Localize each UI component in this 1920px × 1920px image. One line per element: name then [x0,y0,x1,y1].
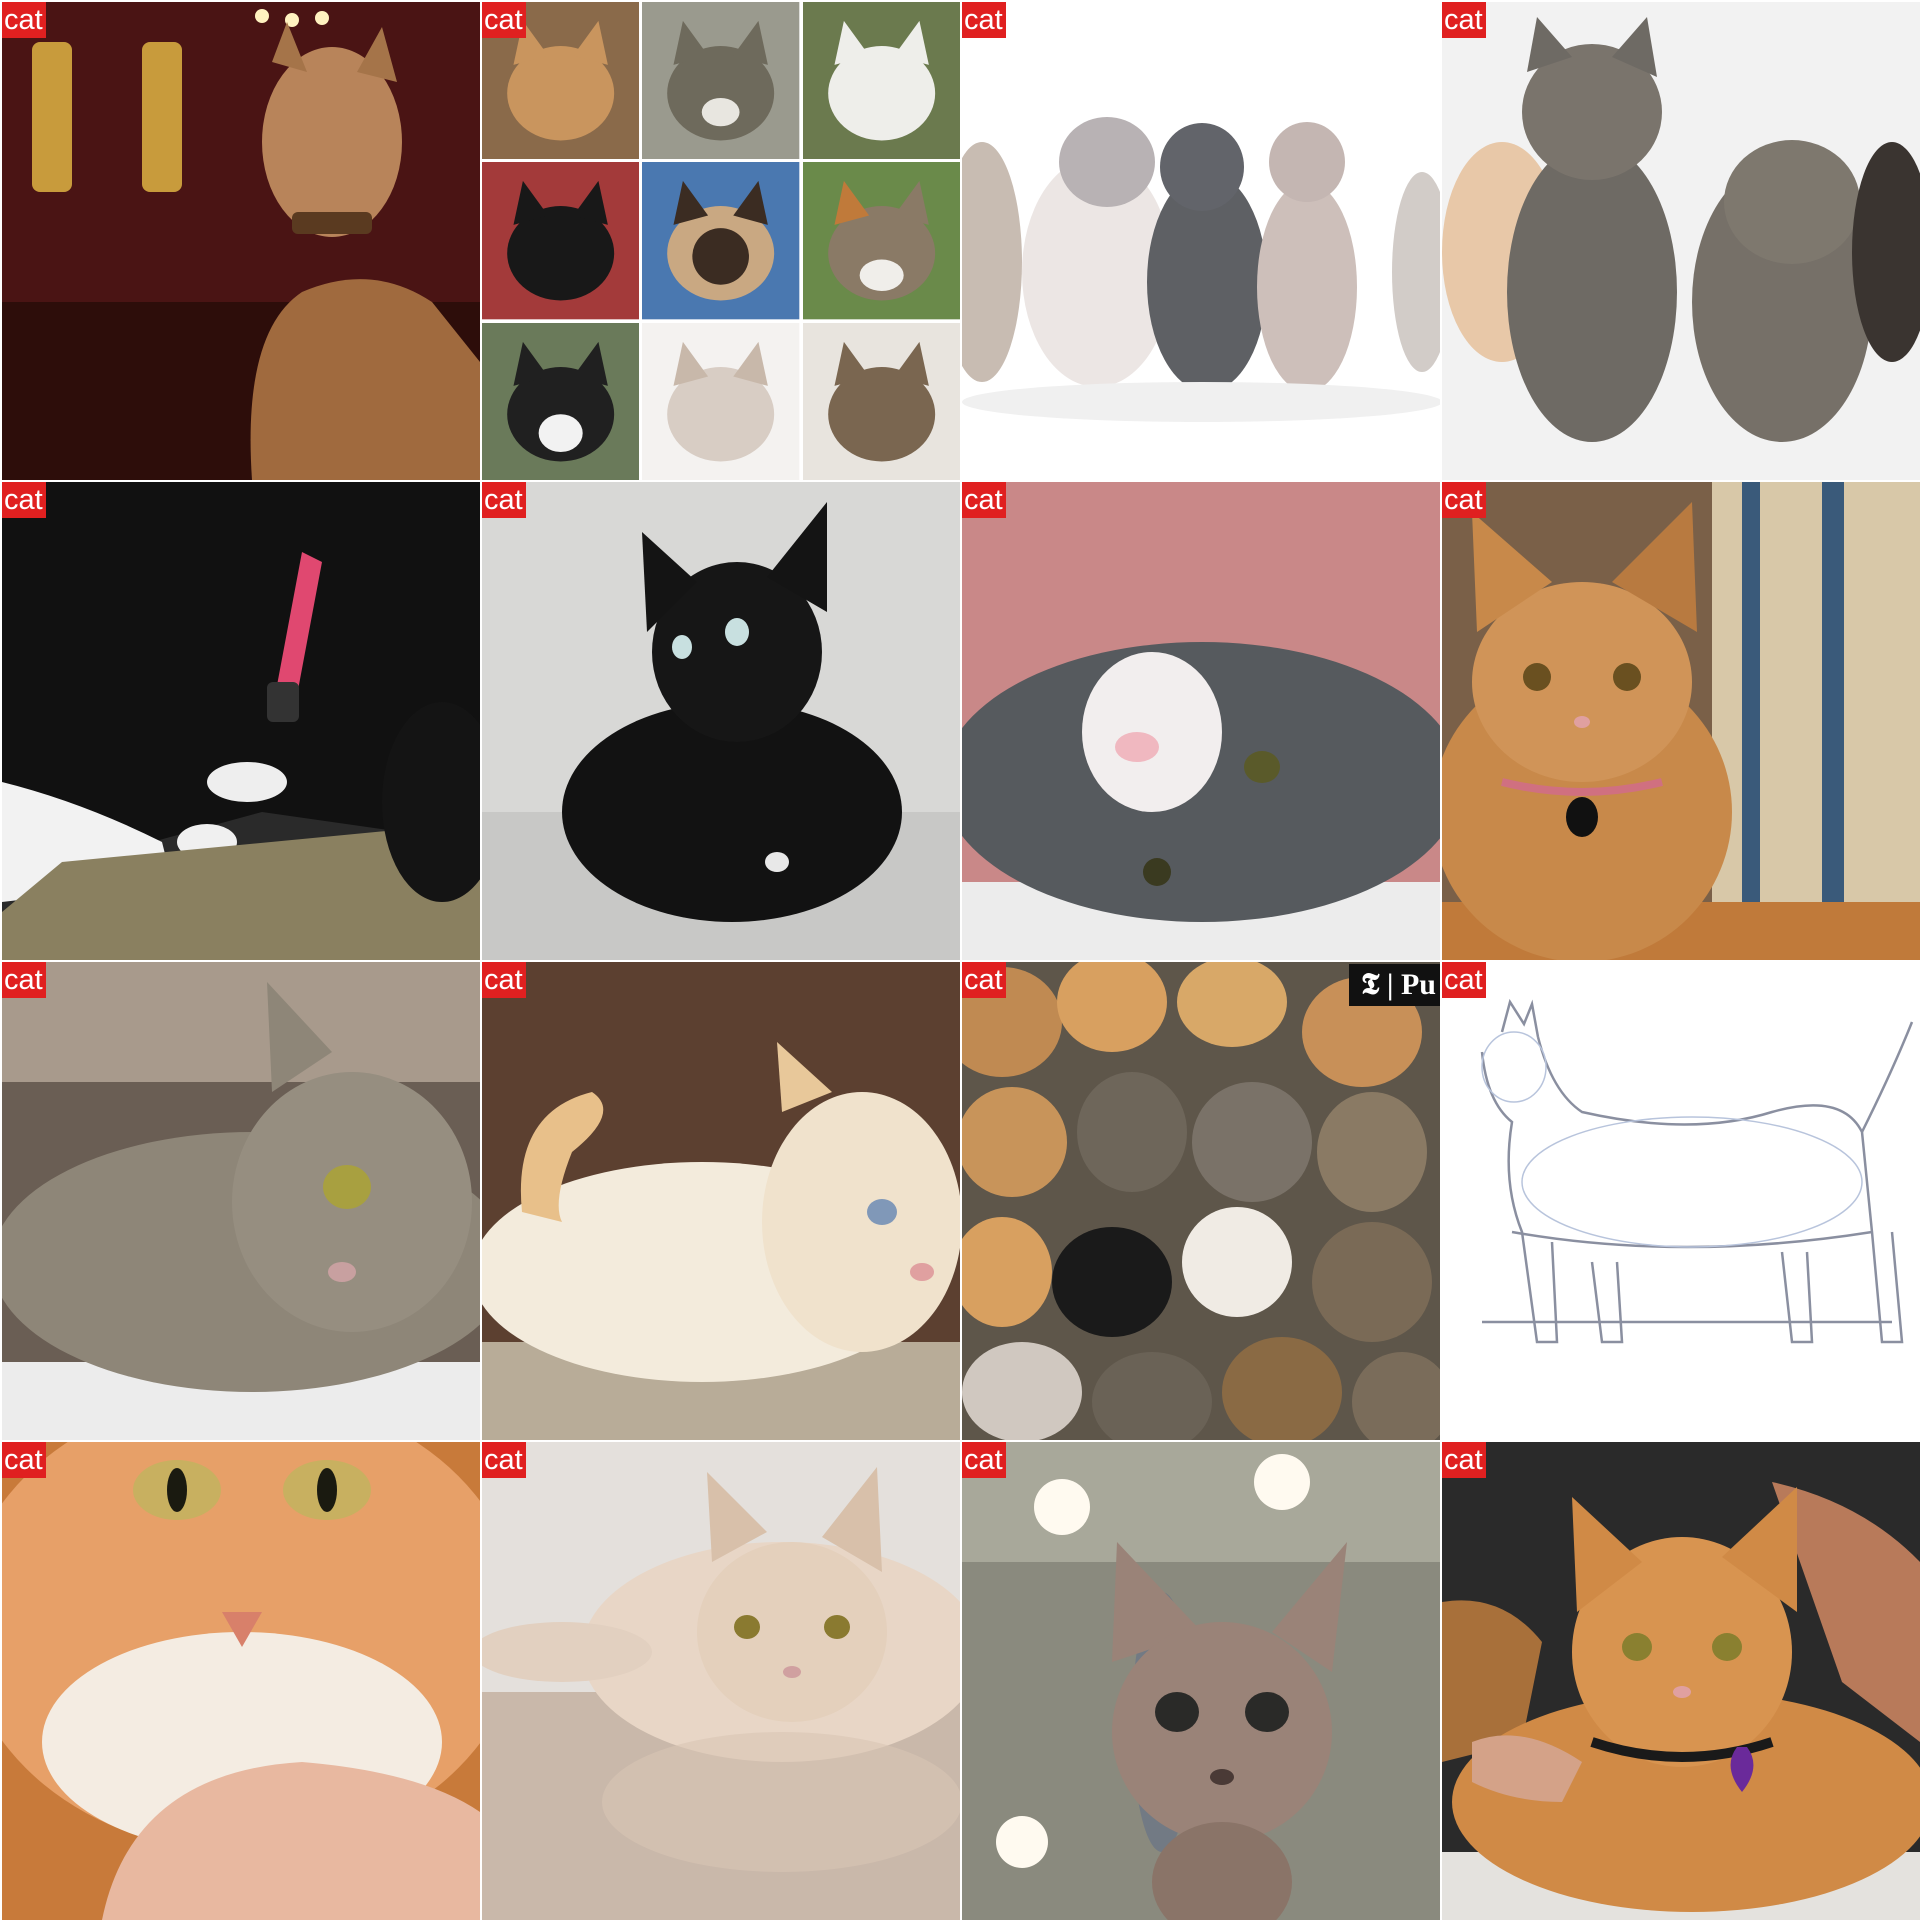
image-tile-12: cat [1442,962,1920,1440]
category-label: cat [1442,1442,1486,1478]
black-cat-photo [482,482,960,960]
kittens-row-photo [962,2,1440,480]
collage-cell [482,2,640,160]
collage-cell [482,322,640,480]
image-tile-16: cat [1442,1442,1920,1920]
category-label: cat [2,962,46,998]
category-label: cat [482,1442,526,1478]
category-label: cat [962,2,1006,38]
category-label: cat [1442,482,1486,518]
image-tile-15: cat [962,1442,1440,1920]
collage-cell [642,322,800,480]
image-tile-9: cat [2,962,480,1440]
category-label: cat [1442,2,1486,38]
collage-cell [482,162,640,320]
category-label: cat [962,1442,1006,1478]
cream-longhair-photo [482,1442,960,1920]
image-tile-11: 𝕿 | Pu cat [962,962,1440,1440]
category-label: cat [482,2,526,38]
cat-crowd-photo [962,962,1440,1440]
collage-cell [642,2,800,160]
cat-sketch-drawing [1442,962,1920,1440]
tabby-kittens-photo [1442,2,1920,480]
image-tile-7: cat [962,482,1440,960]
image-tile-6: cat [482,482,960,960]
grey-white-cat-photo [962,482,1440,960]
collage-cell [642,162,800,320]
image-tile-5: cat [2,482,480,960]
category-label: cat [962,482,1006,518]
image-tile-10: cat [482,962,960,1440]
cat-faces-collage [482,2,960,480]
collage-cell [802,2,960,160]
image-tile-8: cat [1442,482,1920,960]
sphynx-cat-photo [962,1442,1440,1920]
grey-tabby-photo [2,962,480,1440]
image-tile-14: cat [482,1442,960,1920]
image-tile-1: cat [2,2,480,480]
category-label: cat [2,2,46,38]
category-label: cat [1442,962,1486,998]
category-label: cat [482,482,526,518]
calico-cat-photo [1442,482,1920,960]
image-tile-13: cat [2,1442,480,1920]
category-label: cat [482,962,526,998]
collage-cell [802,162,960,320]
category-label: cat [962,962,1006,998]
collared-cat-photo [2,482,480,960]
publisher-logo: 𝕿 | Pu [1348,964,1440,1006]
collage-cell [802,322,960,480]
category-label: cat [2,1442,46,1478]
category-label: cat [2,482,46,518]
cream-cat-photo [482,962,960,1440]
image-tile-4: cat [1442,2,1920,480]
image-tile-3: cat [962,2,1440,480]
orange-tabby-closeup-photo [2,1442,480,1920]
image-tile-2: cat [482,2,960,480]
orange-cat-tag-photo [1442,1442,1920,1920]
cat-costume-photo [2,2,480,480]
